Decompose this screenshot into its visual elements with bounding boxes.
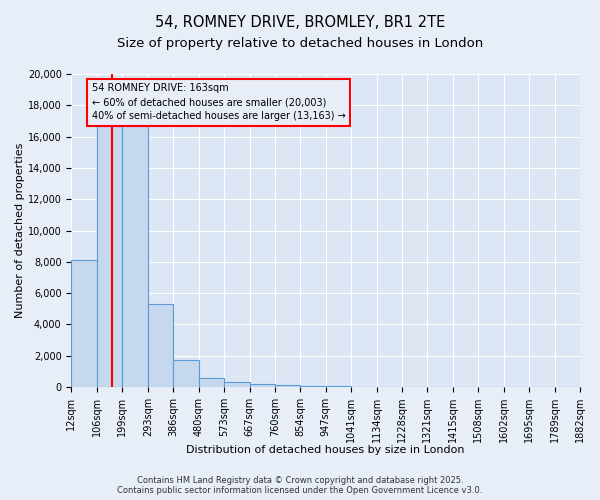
Text: 54 ROMNEY DRIVE: 163sqm
← 60% of detached houses are smaller (20,003)
40% of sem: 54 ROMNEY DRIVE: 163sqm ← 60% of detache… (92, 84, 346, 122)
Text: 54, ROMNEY DRIVE, BROMLEY, BR1 2TE: 54, ROMNEY DRIVE, BROMLEY, BR1 2TE (155, 15, 445, 30)
Bar (122, 126, 148, 387)
Bar (224, 382, 250, 387)
Text: Size of property relative to detached houses in London: Size of property relative to detached ho… (117, 38, 483, 51)
Bar (71, 260, 97, 387)
Text: Contains HM Land Registry data © Crown copyright and database right 2025.
Contai: Contains HM Land Registry data © Crown c… (118, 476, 482, 495)
Bar (199, 378, 224, 387)
Bar (301, 386, 326, 387)
Bar (173, 360, 199, 387)
Bar (148, 304, 173, 387)
Y-axis label: Number of detached properties: Number of detached properties (15, 143, 25, 318)
Bar (275, 386, 301, 387)
X-axis label: Distribution of detached houses by size in London: Distribution of detached houses by size … (187, 445, 465, 455)
Bar (326, 386, 351, 387)
Bar (97, 126, 122, 387)
Bar (250, 384, 275, 387)
